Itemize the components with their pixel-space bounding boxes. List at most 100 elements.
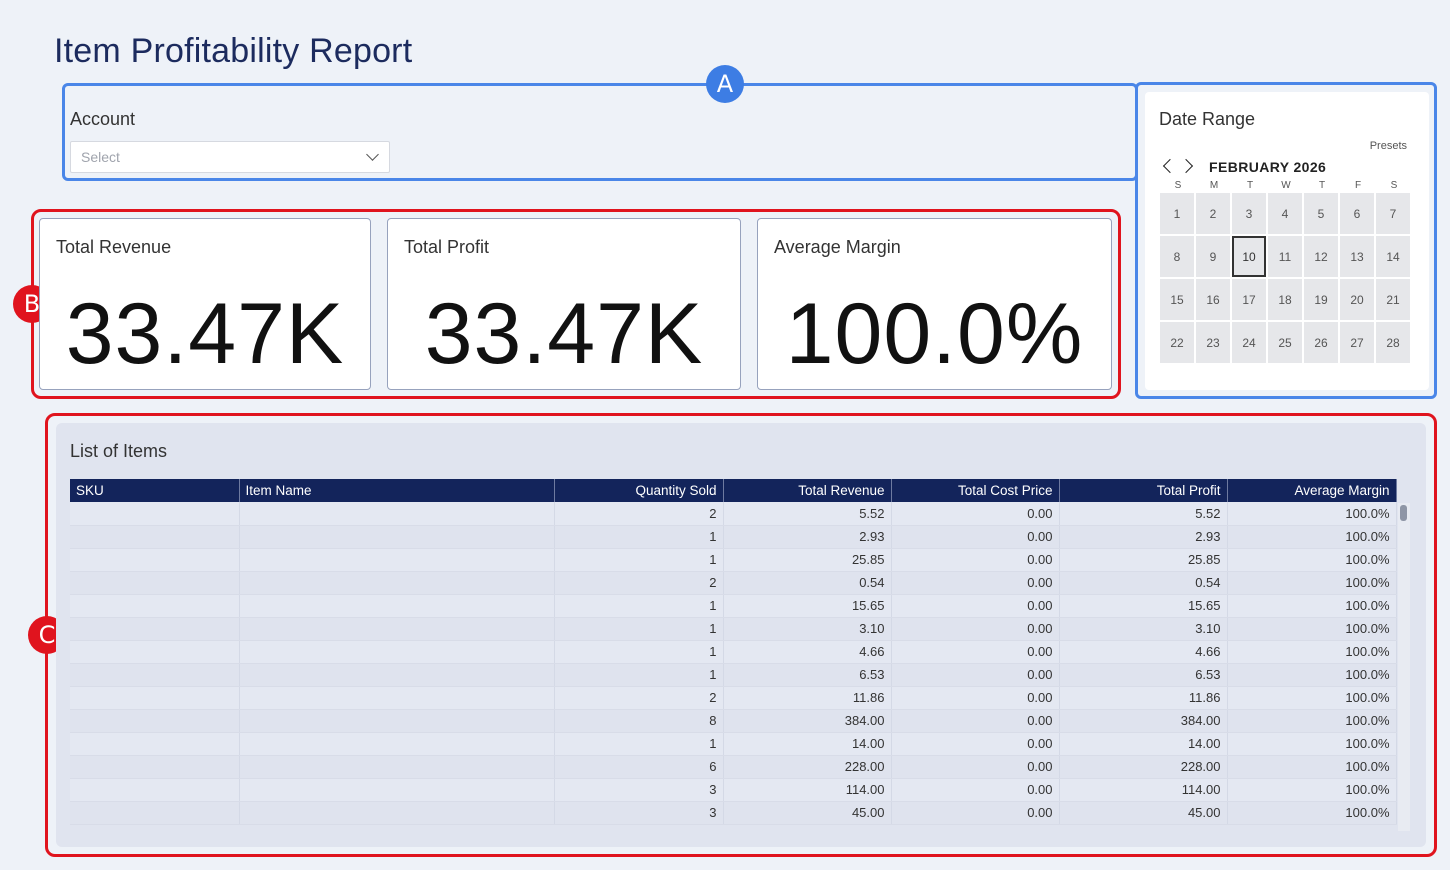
calendar-day[interactable]: 28 xyxy=(1376,322,1410,363)
date-range-title: Date Range xyxy=(1159,109,1256,129)
calendar-day[interactable]: 1 xyxy=(1160,193,1194,234)
revenue-cell: 384.00 xyxy=(723,709,892,733)
table-row[interactable]: 2 5.52 0.00 5.52 100.0% xyxy=(70,502,1397,526)
kpi-total-revenue: Total Revenue 33.47K xyxy=(39,218,371,390)
weekday-label: T xyxy=(1318,180,1326,191)
table-row[interactable]: 1 25.85 0.00 25.85 100.0% xyxy=(70,548,1397,572)
calendar-day[interactable]: 8 xyxy=(1160,236,1194,277)
calendar-day[interactable]: 11 xyxy=(1268,236,1302,277)
table-row[interactable]: 1 6.53 0.00 6.53 100.0% xyxy=(70,663,1397,687)
sku-cell xyxy=(70,663,240,687)
account-select[interactable]: Select xyxy=(70,141,390,173)
profit-cell: 15.65 xyxy=(1059,594,1228,618)
calendar-day[interactable]: 12 xyxy=(1304,236,1338,277)
calendar-day[interactable]: 22 xyxy=(1160,322,1194,363)
calendar-day[interactable]: 25 xyxy=(1268,322,1302,363)
sku-cell xyxy=(70,571,240,595)
column-header-total-cost-price[interactable]: Total Cost Price xyxy=(891,479,1060,502)
column-header-item-name[interactable]: Item Name xyxy=(239,479,555,502)
table-row[interactable]: 1 2.93 0.00 2.93 100.0% xyxy=(70,525,1397,549)
sku-cell xyxy=(70,709,240,733)
table-row[interactable]: 2 11.86 0.00 11.86 100.0% xyxy=(70,686,1397,710)
calendar-day[interactable]: 7 xyxy=(1376,193,1410,234)
table-scrollbar[interactable] xyxy=(1398,503,1410,831)
calendar-day[interactable]: 26 xyxy=(1304,322,1338,363)
sku-cell xyxy=(70,686,240,710)
scrollbar-thumb[interactable] xyxy=(1400,505,1407,521)
account-select-placeholder: Select xyxy=(81,149,120,165)
chevron-left-icon[interactable] xyxy=(1162,158,1178,174)
calendar-day[interactable]: 20 xyxy=(1340,279,1374,320)
quantity-cell: 1 xyxy=(554,732,724,756)
column-header-total-revenue[interactable]: Total Revenue xyxy=(723,479,892,502)
profit-cell: 45.00 xyxy=(1059,801,1228,825)
calendar-day[interactable]: 3 xyxy=(1232,193,1266,234)
item-name-cell xyxy=(239,732,555,756)
column-header-quantity-sold[interactable]: Quantity Sold xyxy=(554,479,724,502)
column-header-total-profit[interactable]: Total Profit xyxy=(1059,479,1228,502)
profit-cell: 6.53 xyxy=(1059,663,1228,687)
cost-cell: 0.00 xyxy=(891,732,1060,756)
table-row[interactable]: 1 14.00 0.00 14.00 100.0% xyxy=(70,732,1397,756)
profit-cell: 3.10 xyxy=(1059,617,1228,641)
presets-button[interactable]: Presets xyxy=(1369,140,1407,152)
table-row[interactable]: 6 228.00 0.00 228.00 100.0% xyxy=(70,755,1397,779)
table-row[interactable]: 3 114.00 0.00 114.00 100.0% xyxy=(70,778,1397,802)
items-table: SKU Item Name Quantity Sold Total Revenu… xyxy=(70,479,1397,825)
calendar-day[interactable]: 13 xyxy=(1340,236,1374,277)
calendar-day[interactable]: 21 xyxy=(1376,279,1410,320)
margin-cell: 100.0% xyxy=(1227,732,1397,756)
account-label: Account xyxy=(70,109,136,129)
table-row[interactable]: 1 4.66 0.00 4.66 100.0% xyxy=(70,640,1397,664)
column-header-sku[interactable]: SKU xyxy=(70,479,240,502)
cost-cell: 0.00 xyxy=(891,755,1060,779)
calendar-day[interactable]: 17 xyxy=(1232,279,1266,320)
kpi-average-margin: Average Margin 100.0% xyxy=(757,218,1112,390)
cost-cell: 0.00 xyxy=(891,778,1060,802)
quantity-cell: 1 xyxy=(554,594,724,618)
item-name-cell xyxy=(239,525,555,549)
calendar-day[interactable]: 14 xyxy=(1376,236,1410,277)
chevron-right-icon[interactable] xyxy=(1178,158,1194,174)
cost-cell: 0.00 xyxy=(891,617,1060,641)
calendar-day[interactable]: 4 xyxy=(1268,193,1302,234)
table-row[interactable]: 1 3.10 0.00 3.10 100.0% xyxy=(70,617,1397,641)
item-name-cell xyxy=(239,594,555,618)
table-row[interactable]: 2 0.54 0.00 0.54 100.0% xyxy=(70,571,1397,595)
column-header-average-margin[interactable]: Average Margin xyxy=(1227,479,1397,502)
calendar-day[interactable]: 15 xyxy=(1160,279,1194,320)
item-name-cell xyxy=(239,778,555,802)
revenue-cell: 4.66 xyxy=(723,640,892,664)
table-row[interactable]: 1 15.65 0.00 15.65 100.0% xyxy=(70,594,1397,618)
calendar-day[interactable]: 23 xyxy=(1196,322,1230,363)
kpi-value: 100.0% xyxy=(785,286,1084,382)
table-title: List of Items xyxy=(70,441,168,461)
calendar-day[interactable]: 9 xyxy=(1196,236,1230,277)
cost-cell: 0.00 xyxy=(891,548,1060,572)
calendar-grid: 1 2 3 4 5 6 7 8 9 10 11 12 13 14 15 16 17 18 19 20 21 22 23 24 2… xyxy=(1160,193,1410,363)
calendar-day[interactable]: 5 xyxy=(1304,193,1338,234)
kpi-label: Average Margin xyxy=(774,237,901,257)
calendar-day[interactable]: 16 xyxy=(1196,279,1230,320)
date-range-panel: Date Range Presets FEBRUARY 2026 S M T W T F S… xyxy=(1145,92,1429,390)
quantity-cell: 2 xyxy=(554,502,724,526)
calendar-day[interactable]: 24 xyxy=(1232,322,1266,363)
sku-cell xyxy=(70,548,240,572)
revenue-cell: 0.54 xyxy=(723,571,892,595)
kpi-value: 33.47K xyxy=(424,286,704,382)
cost-cell: 0.00 xyxy=(891,663,1060,687)
calendar-day[interactable]: 6 xyxy=(1340,193,1374,234)
calendar-day[interactable]: 18 xyxy=(1268,279,1302,320)
table-row[interactable]: 3 45.00 0.00 45.00 100.0% xyxy=(70,801,1397,825)
calendar-day[interactable]: 27 xyxy=(1340,322,1374,363)
revenue-cell: 45.00 xyxy=(723,801,892,825)
revenue-cell: 6.53 xyxy=(723,663,892,687)
calendar-day[interactable]: 19 xyxy=(1304,279,1338,320)
table-row[interactable]: 8 384.00 0.00 384.00 100.0% xyxy=(70,709,1397,733)
calendar-day[interactable]: 10 xyxy=(1232,236,1266,277)
item-name-cell xyxy=(239,548,555,572)
profit-cell: 384.00 xyxy=(1059,709,1228,733)
calendar-day[interactable]: 2 xyxy=(1196,193,1230,234)
profit-cell: 14.00 xyxy=(1059,732,1228,756)
